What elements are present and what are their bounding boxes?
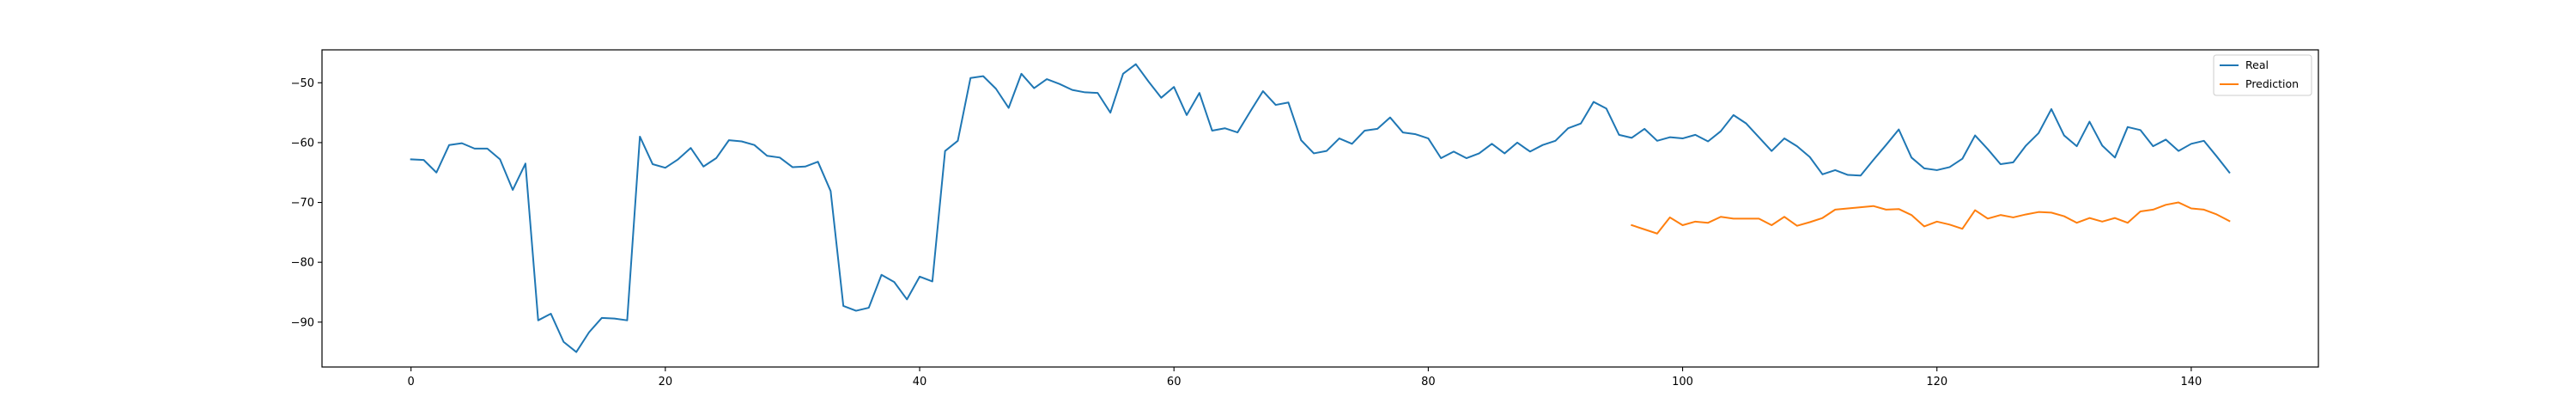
x-tick-label: 40 [913,376,927,388]
x-tick-label: 80 [1421,376,1436,388]
series-line-real [410,63,2231,353]
legend-label-prediction: Prediction [2245,77,2299,90]
plot-area-frame [321,49,2319,368]
y-tick-label: −90 [291,316,314,329]
x-tick-label: 100 [1672,376,1693,388]
x-tick-label: 20 [659,376,673,388]
y-tick-label: −80 [291,257,314,270]
x-tick-label: 120 [1926,376,1947,388]
y-tick-label: −70 [291,197,314,210]
y-tick-label: −50 [291,77,314,90]
series-line-prediction [1631,201,2231,235]
x-tick-label: 140 [2180,376,2202,388]
legend-label-real: Real [2245,58,2269,71]
x-tick-label: 60 [1167,376,1182,388]
y-tick-label: −60 [291,137,314,150]
x-tick-label: 0 [408,376,415,388]
legend: Real Prediction [2213,54,2312,96]
